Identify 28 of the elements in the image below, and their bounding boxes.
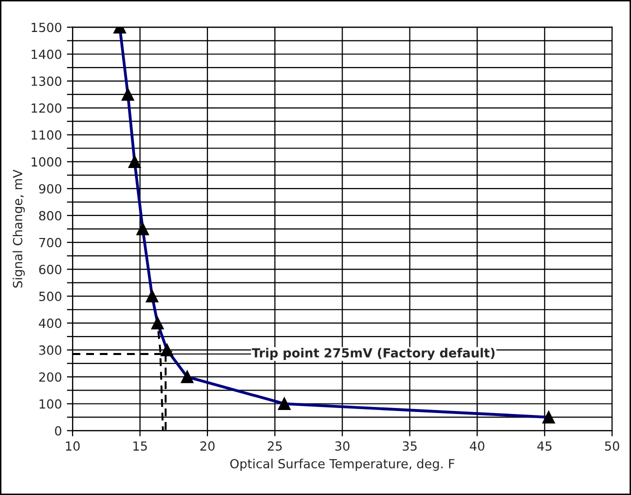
- y-tick-label: 1000: [32, 157, 62, 167]
- y-tick-label: 400: [38, 318, 62, 328]
- y-tick-label: 300: [39, 345, 62, 355]
- y-tick-label: 800: [39, 210, 62, 220]
- x-tick-label: 10: [66, 441, 80, 451]
- y-axis-title: Signal Change, mV: [12, 170, 25, 288]
- x-tick-label: 30: [335, 441, 350, 451]
- annotation: Trip point 275mV (Factory default): [252, 348, 495, 360]
- y-tick-label: 600: [39, 264, 62, 274]
- x-tick-label: 15: [133, 441, 147, 451]
- y-tick-label: 700: [39, 238, 62, 248]
- y-tick-label: 1300: [32, 76, 62, 86]
- x-tick-label: 20: [200, 441, 215, 451]
- x-tick-label: 40: [470, 441, 484, 451]
- x-axis-title: Optical Surface Temperature, deg. F: [230, 458, 454, 471]
- y-tick-label: 0: [55, 426, 62, 436]
- y-tick-label: 1200: [32, 103, 62, 113]
- y-tick-label: 200: [39, 372, 62, 382]
- y-tick-label: 100: [40, 399, 62, 409]
- y-tick-label: 1400: [32, 50, 62, 60]
- y-tick-label: 900: [39, 184, 62, 194]
- y-tick-label: 500: [39, 292, 62, 302]
- x-tick-label: 45: [537, 441, 552, 451]
- y-tick-label: 1100: [32, 130, 62, 140]
- y-tick-label: 1500: [32, 22, 62, 32]
- x-tick-label: 50: [605, 441, 620, 451]
- x-tick-label: 35: [402, 441, 417, 451]
- x-tick-label: 25: [268, 441, 282, 451]
